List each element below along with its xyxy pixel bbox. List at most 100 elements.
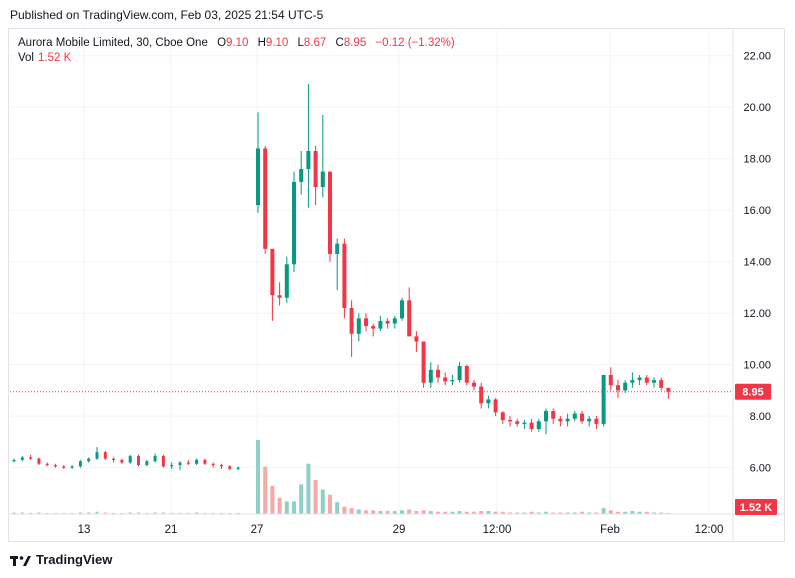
y-tick-label: 10.00 — [743, 360, 771, 372]
candle-body — [292, 181, 296, 265]
candle-body — [421, 341, 426, 383]
volume-bar — [608, 510, 613, 514]
volume-bar — [320, 489, 325, 514]
chart-frame — [8, 28, 785, 542]
candle-body — [335, 243, 340, 254]
tradingview-logo-icon — [10, 555, 31, 566]
candle-body — [270, 248, 275, 296]
volume-bar — [486, 511, 491, 514]
volume-bar — [580, 511, 584, 514]
candle-body — [659, 380, 664, 388]
volume-bar — [616, 511, 620, 514]
candle-body — [371, 326, 376, 329]
volume-bar — [421, 510, 426, 514]
candle-body — [228, 466, 232, 469]
volume-bar — [364, 510, 368, 514]
volume-bar — [652, 512, 656, 514]
candle-body — [428, 369, 433, 383]
volume-bar — [392, 511, 397, 514]
volume-bar — [551, 512, 556, 514]
candle-body — [623, 382, 628, 391]
y-tick-label: 18.00 — [743, 154, 771, 166]
volume-bar — [371, 510, 376, 514]
candle-body — [220, 465, 223, 467]
last-value-markers: 8.95 1.52 K — [10, 383, 777, 515]
time-axis: 13 21 27 29 12:00 Feb 12:00 — [78, 524, 724, 536]
volume-bar — [472, 511, 476, 514]
candle-body — [392, 318, 397, 324]
y-tick-label: 22.00 — [743, 51, 771, 63]
y-tick-label: 8.00 — [750, 411, 771, 423]
candle-body — [277, 295, 282, 298]
grid-lines — [10, 30, 733, 514]
volume-bar — [95, 511, 99, 514]
candle-body — [385, 320, 390, 324]
open-label: O — [217, 37, 227, 49]
candle-body — [500, 412, 505, 421]
candle-body — [349, 308, 354, 334]
volume-bar — [153, 512, 157, 514]
volume-bar — [400, 510, 404, 514]
candle-body — [644, 377, 649, 383]
candle-body — [306, 151, 311, 170]
candle-body — [161, 456, 165, 467]
candle-body — [522, 422, 527, 424]
candle-body — [313, 151, 318, 188]
candle-body — [263, 148, 268, 249]
candle-body — [479, 386, 484, 404]
last-volume-badge — [735, 499, 777, 515]
candle-body — [486, 399, 491, 404]
candle-body — [120, 459, 124, 463]
candle-body — [211, 463, 215, 466]
x-tick-label: 12:00 — [695, 524, 724, 536]
y-tick-label: 16.00 — [743, 205, 771, 217]
volume-bar — [78, 512, 82, 514]
candle-body — [464, 365, 469, 383]
candle-body — [450, 380, 455, 382]
candle-body — [536, 421, 541, 430]
candle-body — [414, 336, 419, 342]
candle-body — [78, 461, 82, 467]
candle-body — [12, 459, 16, 462]
volume-bar — [587, 512, 592, 514]
candle-body — [630, 380, 635, 383]
candle-body — [137, 456, 140, 466]
symbol-name: Aurora Mobile Limited, 30, Cboe One — [18, 37, 208, 49]
candle-body — [472, 382, 476, 387]
volume-bar — [195, 512, 199, 514]
volume-bar — [623, 511, 628, 514]
tradingview-brand: TradingView — [36, 552, 113, 567]
volume-bar — [464, 511, 469, 514]
volume-bar — [522, 512, 527, 514]
candle-body — [400, 300, 404, 319]
volume-bar — [428, 511, 433, 514]
volume-bar — [500, 511, 505, 514]
high-value: 9.10 — [265, 37, 289, 49]
x-tick-label: Feb — [600, 524, 620, 536]
volume-label: Vol — [18, 52, 34, 64]
y-tick-label: 20.00 — [743, 102, 771, 114]
volume-bar — [313, 479, 318, 514]
volume-bar — [87, 512, 91, 514]
candle-body — [284, 264, 289, 298]
candle-body — [378, 320, 383, 329]
candle-body — [407, 300, 412, 337]
footer[interactable]: TradingView — [10, 552, 112, 567]
candle-body — [203, 459, 207, 464]
volume-bar — [284, 501, 289, 514]
volume-value: 1.52 K — [38, 52, 72, 64]
x-tick-label: 12:00 — [483, 524, 512, 536]
candle-body — [62, 466, 66, 468]
candle-body — [356, 318, 361, 334]
high-label: H — [257, 37, 266, 49]
candle-body — [195, 459, 199, 464]
candle-body — [594, 418, 599, 424]
volume-bar — [335, 502, 340, 514]
x-tick-label: 21 — [165, 524, 178, 536]
candle-body — [54, 465, 57, 467]
volume-bar — [20, 512, 24, 514]
candle-body — [95, 452, 99, 459]
volume-bar — [414, 511, 419, 514]
volume-bar — [565, 512, 570, 514]
